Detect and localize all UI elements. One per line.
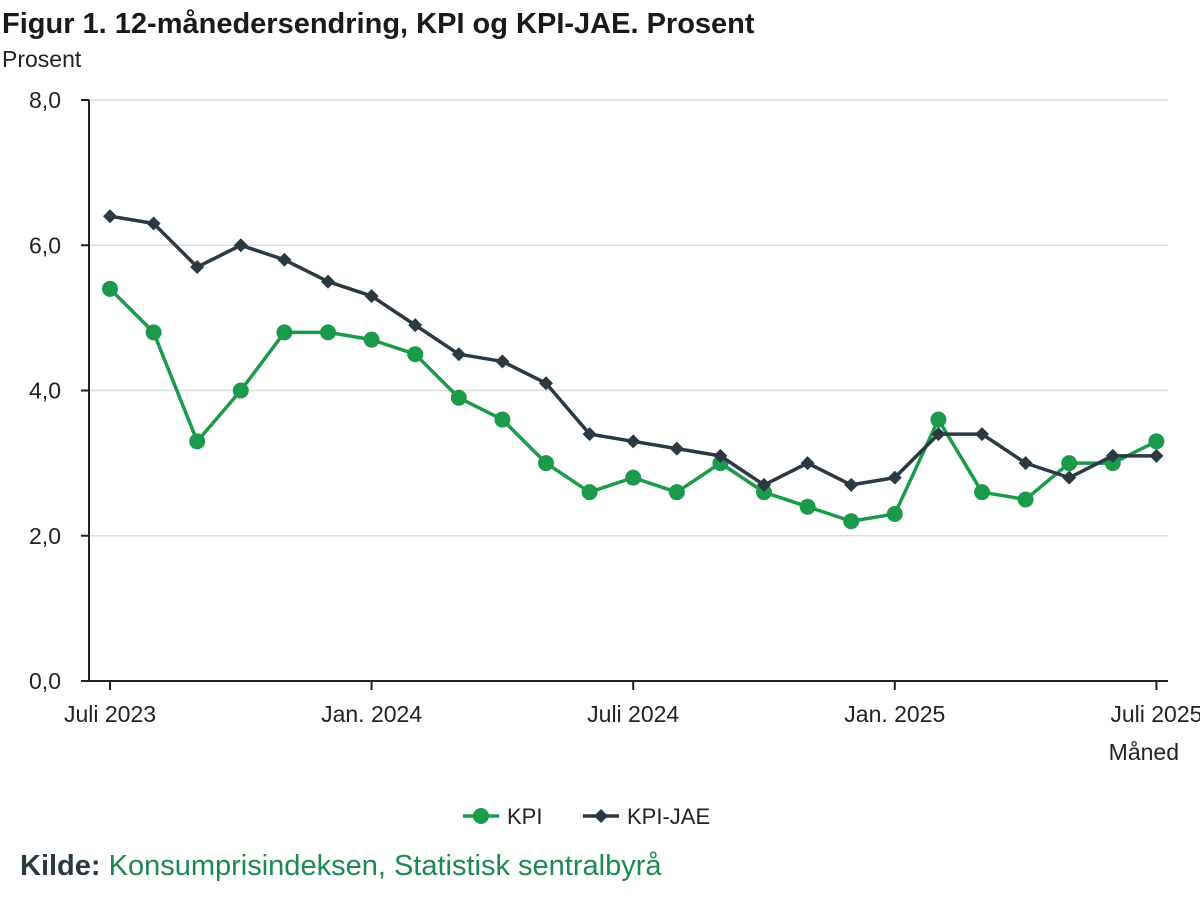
series-group bbox=[102, 209, 1165, 530]
source-note: Kilde: Konsumprisindeksen, Statistisk se… bbox=[20, 850, 661, 883]
data-point[interactable] bbox=[450, 389, 467, 406]
data-point[interactable] bbox=[1149, 448, 1164, 463]
data-point[interactable] bbox=[276, 324, 293, 341]
x-axis-ticks: Juli 2023 Jan. 2024 Juli 2024 Jan. 2025 Juli… bbox=[64, 681, 1200, 727]
data-point[interactable] bbox=[1148, 433, 1165, 450]
y-tick-label: 6,0 bbox=[29, 232, 61, 258]
data-point[interactable] bbox=[495, 354, 510, 369]
y-axis-label: Prosent bbox=[2, 46, 82, 72]
x-tick-label: Juli 2024 bbox=[587, 701, 679, 727]
data-point[interactable] bbox=[103, 209, 117, 224]
series-kpi-jae bbox=[103, 209, 1164, 492]
legend-item-kpi[interactable]: KPI bbox=[463, 804, 542, 829]
data-point[interactable] bbox=[887, 470, 902, 485]
data-point[interactable] bbox=[232, 382, 249, 399]
data-point[interactable] bbox=[321, 274, 335, 289]
data-point[interactable] bbox=[146, 216, 161, 231]
data-point[interactable] bbox=[320, 324, 336, 341]
data-point[interactable] bbox=[102, 280, 118, 297]
data-point[interactable] bbox=[408, 318, 423, 333]
data-point[interactable] bbox=[843, 513, 860, 530]
axes: Måned bbox=[88, 100, 1179, 765]
data-point[interactable] bbox=[539, 376, 553, 391]
data-point[interactable] bbox=[713, 448, 728, 463]
legend[interactable]: KPI KPI-JAE bbox=[463, 804, 710, 829]
chart-title: Figur 1. 12-månedersendring, KPI og KPI-… bbox=[2, 8, 755, 40]
data-point[interactable] bbox=[668, 484, 685, 501]
x-tick-label: Jan. 2025 bbox=[844, 701, 945, 727]
data-point[interactable] bbox=[886, 505, 903, 522]
gridlines bbox=[89, 99, 1168, 537]
data-point[interactable] bbox=[800, 456, 815, 471]
data-point[interactable] bbox=[756, 484, 772, 501]
data-point[interactable] bbox=[1018, 456, 1033, 471]
y-axis-ticks: 0,0 2,0 4,0 6,0 8,0 bbox=[29, 87, 89, 694]
legend-item-kpi-jae[interactable]: KPI-JAE bbox=[583, 804, 710, 829]
source-label: Kilde: bbox=[20, 850, 101, 882]
data-point[interactable] bbox=[669, 441, 684, 456]
legend-label: KPI bbox=[507, 804, 542, 829]
data-point[interactable] bbox=[799, 498, 816, 515]
data-point[interactable] bbox=[190, 260, 205, 275]
y-tick-label: 2,0 bbox=[29, 523, 61, 549]
data-point[interactable] bbox=[145, 324, 162, 341]
data-point[interactable] bbox=[626, 434, 641, 449]
data-point[interactable] bbox=[1105, 448, 1120, 463]
data-point[interactable] bbox=[844, 477, 859, 492]
data-point[interactable] bbox=[233, 238, 248, 253]
data-point[interactable] bbox=[974, 484, 990, 501]
x-axis-label: Måned bbox=[1109, 739, 1179, 765]
data-point[interactable] bbox=[581, 484, 598, 501]
data-point[interactable] bbox=[494, 411, 511, 428]
x-tick-label: Jan. 2024 bbox=[321, 701, 422, 727]
data-point[interactable] bbox=[451, 347, 466, 362]
data-point[interactable] bbox=[1017, 491, 1034, 508]
y-tick-label: 0,0 bbox=[29, 668, 61, 694]
line-chart: Måned 0,0 2,0 4,0 6,0 8,0 Juli 2023 Jan. 2024… bbox=[29, 87, 1200, 829]
series-line bbox=[108, 287, 1158, 523]
data-point[interactable] bbox=[538, 455, 554, 472]
data-point[interactable] bbox=[582, 427, 597, 442]
y-tick-label: 8,0 bbox=[29, 87, 61, 113]
data-point[interactable] bbox=[931, 427, 946, 442]
data-point[interactable] bbox=[1061, 455, 1078, 472]
y-tick-label: 4,0 bbox=[29, 378, 61, 404]
data-point[interactable] bbox=[277, 252, 292, 267]
x-tick-label: Juli 2025 bbox=[1110, 701, 1200, 727]
data-point[interactable] bbox=[757, 477, 771, 492]
data-point[interactable] bbox=[189, 433, 206, 450]
legend-label: KPI-JAE bbox=[627, 804, 710, 829]
x-tick-label: Juli 2023 bbox=[64, 701, 156, 727]
data-point[interactable] bbox=[1062, 470, 1077, 485]
data-point[interactable] bbox=[364, 289, 379, 304]
data-point[interactable] bbox=[975, 427, 989, 442]
legend-marker bbox=[473, 808, 489, 824]
series-kpi bbox=[102, 280, 1165, 530]
legend-marker bbox=[594, 809, 608, 823]
data-point[interactable] bbox=[625, 469, 642, 486]
data-point[interactable] bbox=[363, 331, 380, 348]
data-point[interactable] bbox=[930, 411, 947, 428]
data-point[interactable] bbox=[407, 346, 424, 363]
source-link[interactable]: Konsumprisindeksen, Statistisk sentralby… bbox=[108, 850, 662, 882]
